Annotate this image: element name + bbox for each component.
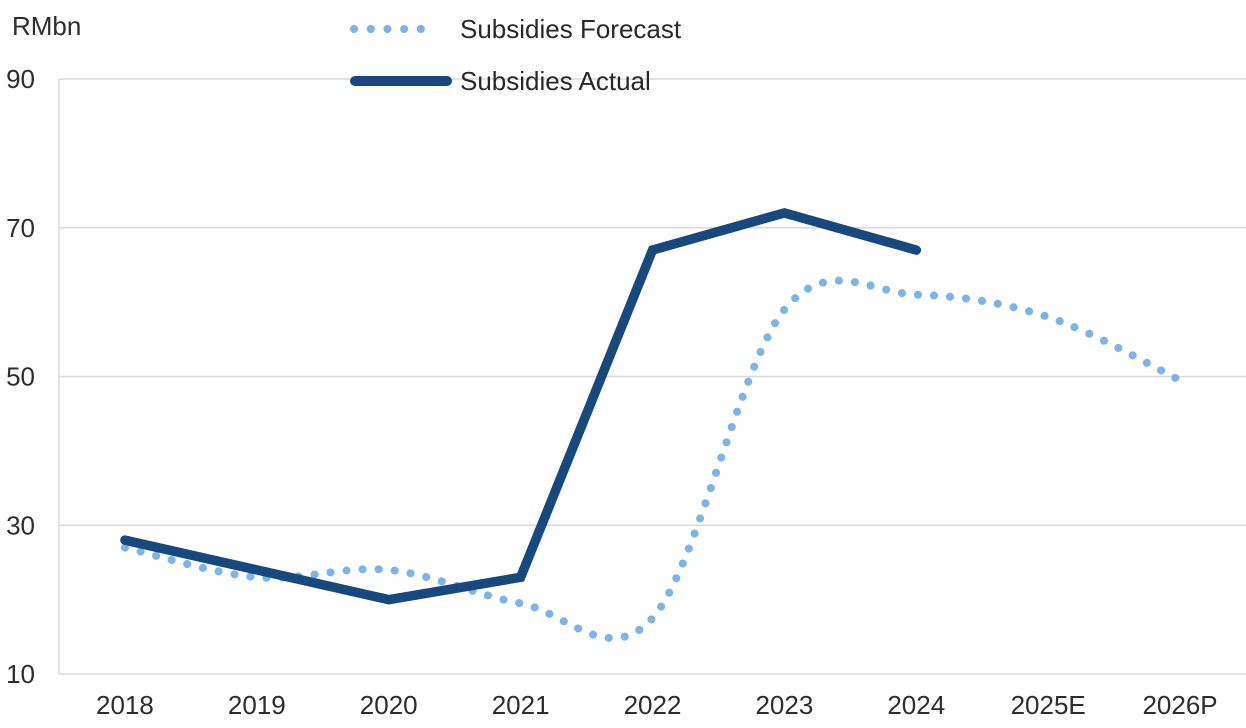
solid-line-marker-icon xyxy=(350,76,452,86)
series-line-subsidies-forecast xyxy=(120,276,1185,643)
x-tick-label: 2019 xyxy=(228,690,286,720)
x-tick-label: 2021 xyxy=(492,690,550,720)
y-tick-label: 10 xyxy=(6,659,35,689)
y-tick-label: 50 xyxy=(6,362,35,392)
y-axis-unit-label: RMbn xyxy=(12,11,82,41)
dotted-line-marker-icon xyxy=(350,25,441,33)
legend-label-actual: Subsidies Actual xyxy=(460,65,651,96)
x-tick-label: 2020 xyxy=(360,690,418,720)
x-tick-label: 2024 xyxy=(887,690,945,720)
y-tick-label: 30 xyxy=(6,510,35,540)
series-line-subsidies-actual xyxy=(120,207,922,605)
x-tick-label: 2018 xyxy=(96,690,154,720)
y-tick-label: 90 xyxy=(6,64,35,94)
y-tick-label: 70 xyxy=(6,213,35,243)
x-tick-label: 2025E xyxy=(1011,690,1086,720)
legend-item-subsidies-actual: Subsidies Actual xyxy=(349,55,681,107)
chart-legend: Subsidies Forecast Subsidies Actual xyxy=(349,3,681,107)
x-tick-label: 2022 xyxy=(624,690,682,720)
legend-item-subsidies-forecast: Subsidies Forecast xyxy=(349,3,681,55)
legend-label-forecast: Subsidies Forecast xyxy=(460,13,682,44)
x-tick-label: 2026P xyxy=(1142,690,1217,720)
x-tick-label: 2023 xyxy=(755,690,813,720)
